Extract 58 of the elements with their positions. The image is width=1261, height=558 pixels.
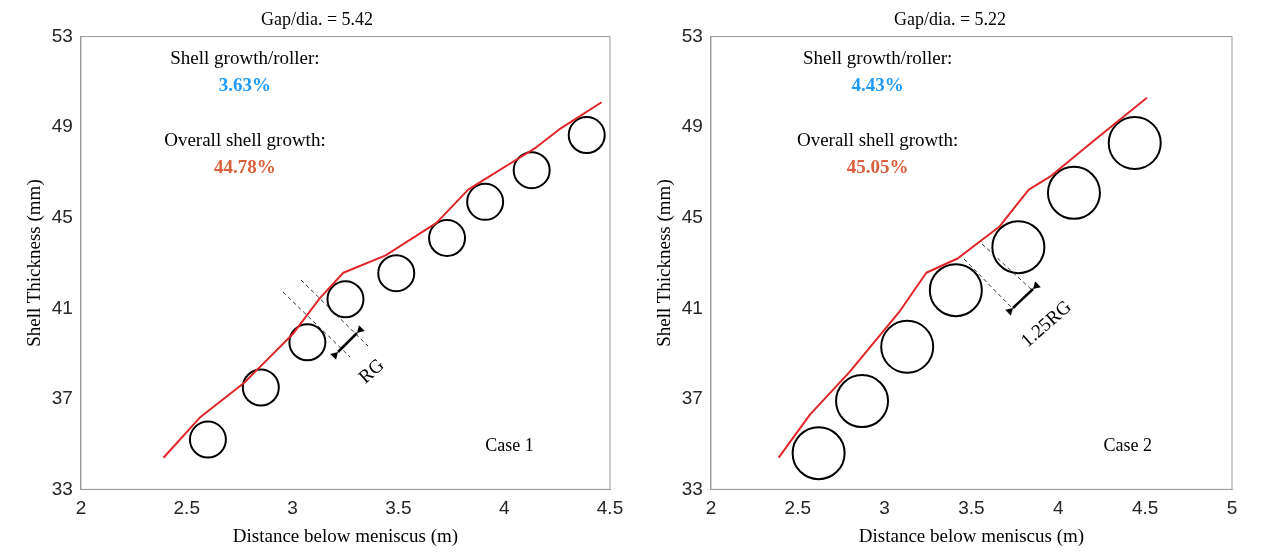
x-axis-title: Distance below meniscus (m) [858, 524, 1085, 547]
x-tick-label: 3.5 [958, 497, 985, 519]
point [991, 220, 1046, 275]
x-tick-label: 2.5 [784, 497, 811, 519]
x-axis-title: Distance below meniscus (m) [232, 524, 459, 547]
annotation: Case 2 [1103, 435, 1153, 456]
point [880, 319, 935, 374]
chart-title: Gap/dia. = 5.22 [893, 8, 1007, 29]
point [512, 151, 551, 190]
x-tick-label: 3 [879, 497, 890, 519]
y-tick-label: 49 [681, 115, 703, 137]
annotation: Case 1 [485, 435, 534, 456]
y-tick-label: 41 [51, 296, 73, 318]
y-tick-label: 53 [51, 24, 73, 46]
annotation: Shell growth/roller: [803, 47, 953, 69]
x-tick-label: 2 [705, 497, 717, 519]
y-axis-title: Shell Thickness (mm) [23, 179, 46, 347]
annotation: Overall shell growth: [164, 128, 326, 150]
y-tick-label: 45 [681, 205, 703, 227]
y-tick-label: 41 [681, 296, 703, 318]
x-tick-label: 4.5 [1131, 497, 1159, 519]
x-tick-label: 3 [287, 497, 298, 519]
annotation: 45.05% [846, 155, 909, 177]
x-tick-label: 5 [1226, 497, 1238, 519]
x-tick-label: 4.5 [596, 497, 624, 519]
y-tick-label: 37 [681, 387, 703, 409]
x-tick-label: 2 [75, 497, 87, 519]
point [466, 182, 505, 221]
point [241, 368, 280, 407]
x-tick-label: 4 [1053, 497, 1065, 519]
x-tick-label: 3.5 [385, 497, 412, 519]
y-tick-label: 53 [681, 24, 703, 46]
point [188, 420, 227, 459]
point [791, 426, 846, 481]
y-axis-title: Shell Thickness (mm) [653, 179, 676, 347]
y-tick-label: 49 [51, 115, 73, 137]
y-tick-label: 45 [51, 205, 73, 227]
y-tick-label: 33 [681, 477, 703, 499]
point [326, 280, 365, 319]
point [928, 263, 983, 318]
point [1046, 165, 1101, 220]
point [567, 116, 606, 155]
chart-title: Gap/dia. = 5.42 [260, 8, 374, 29]
y-tick-label: 33 [51, 477, 73, 499]
annotation: Overall shell growth: [796, 128, 959, 150]
point [288, 323, 327, 362]
annotation: 44.78% [214, 155, 276, 177]
point [835, 374, 890, 429]
point [377, 254, 416, 293]
annotation: 3.63% [218, 74, 272, 96]
point [1107, 116, 1162, 171]
annotation: Shell growth/roller: [170, 47, 320, 69]
annotation: RG [354, 353, 388, 388]
x-tick-label: 2.5 [173, 497, 200, 519]
x-tick-label: 4 [498, 497, 510, 519]
y-tick-label: 37 [51, 387, 73, 409]
annotation: 4.43% [851, 74, 904, 96]
point [428, 219, 467, 258]
